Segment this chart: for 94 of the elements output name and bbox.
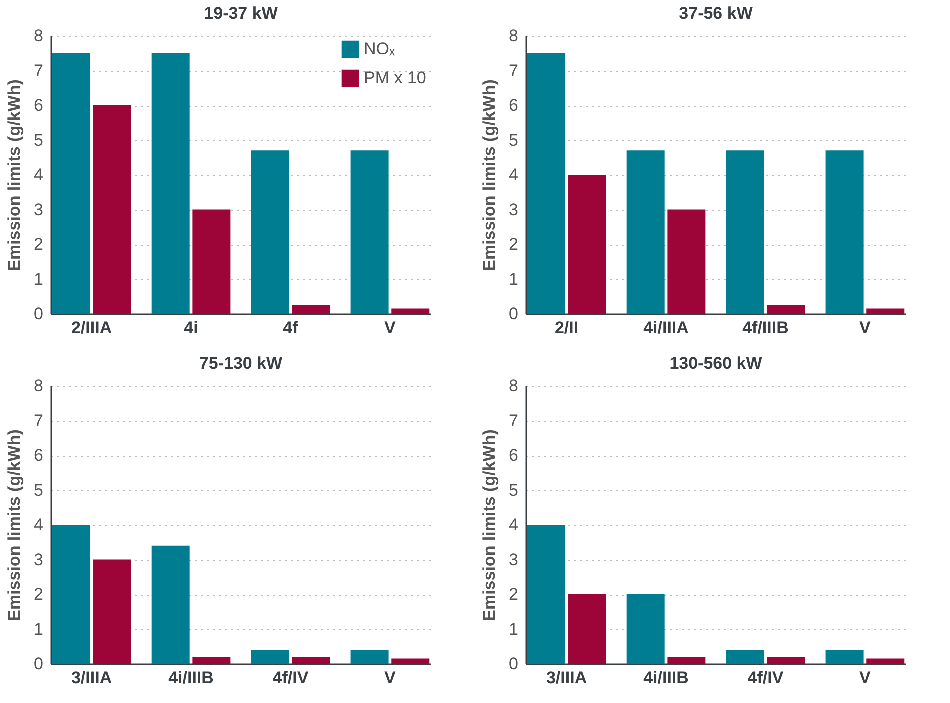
y-tick-label: 1 [509,620,518,639]
bar [767,305,806,314]
bar [767,657,806,664]
bar [527,53,566,314]
x-tick-label: V [384,668,397,688]
bar [726,650,764,664]
bar [626,150,665,314]
y-tick-label: 8 [509,26,518,46]
y-tick-label: 5 [34,480,44,500]
y-tick-label: 5 [509,480,518,500]
bar [668,657,706,664]
y-tick-label: 4 [34,516,44,534]
y-tick-label: 7 [34,61,44,80]
y-tick-label: 3 [509,200,518,220]
bar [152,546,190,664]
x-tick-label: 4f/IV [748,668,784,688]
chart-title: 37-56 kW [679,4,754,23]
bar [251,150,290,314]
bar [93,560,132,664]
y-tick-label: 2 [34,235,44,254]
bar [826,150,864,314]
y-tick-label: 3 [34,200,44,220]
bar [192,210,231,314]
x-tick-label: 4i/IIIB [168,668,214,688]
bar [292,657,330,664]
bar [826,650,864,664]
legend-label: NOₓ [364,40,396,58]
bar [152,53,190,314]
y-tick-label: 7 [34,411,44,430]
bar [527,525,566,664]
chart-title: 130-560 kW [670,354,764,373]
y-tick-label: 2 [509,235,518,254]
x-tick-label: V [384,318,397,338]
x-tick-label: 4f [283,318,299,338]
y-tick-label: 2 [34,585,44,604]
x-tick-label: V [860,668,872,688]
y-tick-label: 3 [34,550,44,570]
x-tick-label: 4f/IIIB [742,318,789,338]
y-tick-label: 4 [34,166,44,184]
legend-label: PM x 10 [364,68,426,88]
x-tick-label: 2/II [554,318,579,338]
bar [568,175,606,314]
y-tick-label: 4 [509,516,518,534]
y-tick-label: 0 [509,654,518,674]
x-tick-label: 3/IIIA [71,668,112,688]
bar [392,658,430,664]
bar [350,150,389,314]
y-tick-label: 0 [34,654,44,674]
bar [866,658,905,664]
bar [668,210,706,314]
x-tick-label: 2/IIIA [71,318,112,338]
y-tick-label: 6 [509,96,518,115]
chart-title: 75-130 kW [199,354,284,373]
y-tick-label: 7 [509,61,518,80]
x-tick-label: V [860,318,872,338]
x-tick-label: 4i [184,318,198,338]
y-tick-label: 6 [509,446,518,465]
y-tick-label: 8 [34,376,44,396]
y-tick-label: 0 [34,304,44,324]
y-axis-title: Emission limits (g/kWh) [480,430,500,622]
y-tick-label: 4 [509,166,518,184]
y-tick-label: 1 [34,270,44,289]
bar [392,308,430,314]
bar [192,657,231,664]
y-axis-title: Emission limits (g/kWh) [5,80,24,272]
bar [292,305,330,314]
y-tick-label: 3 [509,550,518,570]
y-tick-label: 2 [509,585,518,604]
y-tick-label: 5 [509,130,518,150]
y-tick-label: 7 [509,411,518,430]
y-axis-title: Emission limits (g/kWh) [480,80,500,272]
bar [251,650,290,664]
bar [568,594,606,664]
y-tick-label: 5 [34,130,44,150]
y-tick-label: 6 [34,96,44,115]
bar [52,53,90,314]
y-tick-label: 0 [509,304,518,324]
x-tick-label: 4i/IIIA [644,318,689,338]
y-axis-title: Emission limits (g/kWh) [5,430,24,622]
y-tick-label: 6 [34,446,44,465]
y-tick-label: 8 [509,376,518,396]
y-tick-label: 1 [34,620,44,639]
bar [726,150,764,314]
y-tick-label: 8 [34,26,44,46]
x-tick-label: 3/IIIA [546,668,588,688]
bar [866,308,905,314]
bar [350,650,389,664]
x-tick-label: 4f/IV [272,668,310,688]
y-tick-label: 1 [509,270,518,289]
bar [93,106,132,314]
bar [52,525,90,664]
chart-title: 19-37 kW [204,4,279,23]
x-tick-label: 4i/IIIB [644,668,689,688]
bar [626,594,665,664]
